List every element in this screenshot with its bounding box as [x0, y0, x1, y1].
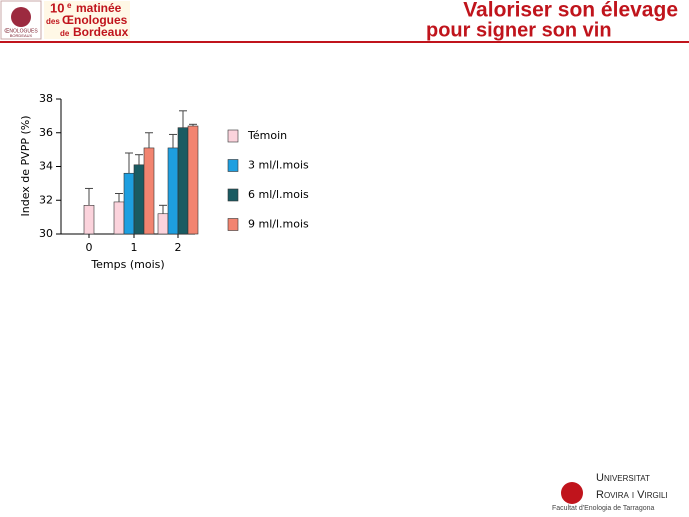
error-bar [189, 123, 197, 126]
event-box [44, 1, 130, 39]
bar [133, 164, 145, 235]
error-bar [179, 110, 187, 128]
event-text: Bordeaux [73, 25, 129, 39]
bar [113, 201, 125, 235]
slide-title: Valoriser son élevage [463, 0, 678, 22]
legend-label: 6 ml/l.mois [248, 188, 309, 201]
error-bar [145, 132, 153, 148]
error-bar [135, 154, 143, 165]
logo-grapes [11, 7, 31, 27]
bar [83, 205, 95, 235]
y-tick-label: 32 [39, 193, 53, 206]
event-number: 10 [50, 0, 64, 15]
error-bar [115, 193, 123, 202]
logo-text: ŒNOLOGUES [4, 28, 38, 34]
legend-swatch [227, 188, 239, 202]
bar [167, 147, 179, 235]
university-name: Universitat [596, 472, 650, 484]
x-tick-label: 1 [131, 241, 138, 254]
y-tick-label: 36 [39, 126, 53, 139]
event-text: des [46, 17, 60, 26]
x-tick-label: 0 [86, 241, 93, 254]
error-bar [159, 204, 167, 214]
error-bar [125, 152, 133, 174]
x-tick-label: 2 [175, 241, 182, 254]
legend-swatch [227, 159, 239, 172]
event-suffix: e [67, 1, 72, 10]
error-bar [169, 133, 177, 148]
university-logo [561, 482, 583, 504]
x-axis-title: Temps (mois) [90, 258, 164, 271]
bar [143, 147, 155, 235]
bar [177, 127, 189, 235]
bar [187, 125, 199, 235]
bar [157, 213, 169, 235]
slide-title: pour signer son vin [426, 19, 612, 41]
legend-label: 3 ml/l.mois [248, 159, 309, 172]
event-word: matinée [76, 1, 122, 15]
legend-swatch [227, 129, 239, 143]
error-bar [85, 187, 93, 206]
y-tick-label: 34 [39, 160, 53, 173]
legend-label: Témoin [247, 129, 287, 142]
logo-text: BORDEAUX [10, 33, 33, 38]
event-text: Œnologues [62, 13, 128, 27]
bar [123, 172, 135, 235]
legend-swatch [227, 218, 239, 231]
faculty-name: Facultat d'Enologia de Tarragona [552, 505, 654, 512]
university-name: Rovira i Virgili [596, 489, 668, 501]
event-text: de [60, 29, 70, 38]
legend-label: 9 ml/l.mois [248, 218, 309, 231]
y-axis-title: Index de PVPP (%) [19, 116, 32, 217]
y-tick-label: 38 [39, 92, 53, 105]
y-tick-label: 30 [39, 227, 53, 240]
